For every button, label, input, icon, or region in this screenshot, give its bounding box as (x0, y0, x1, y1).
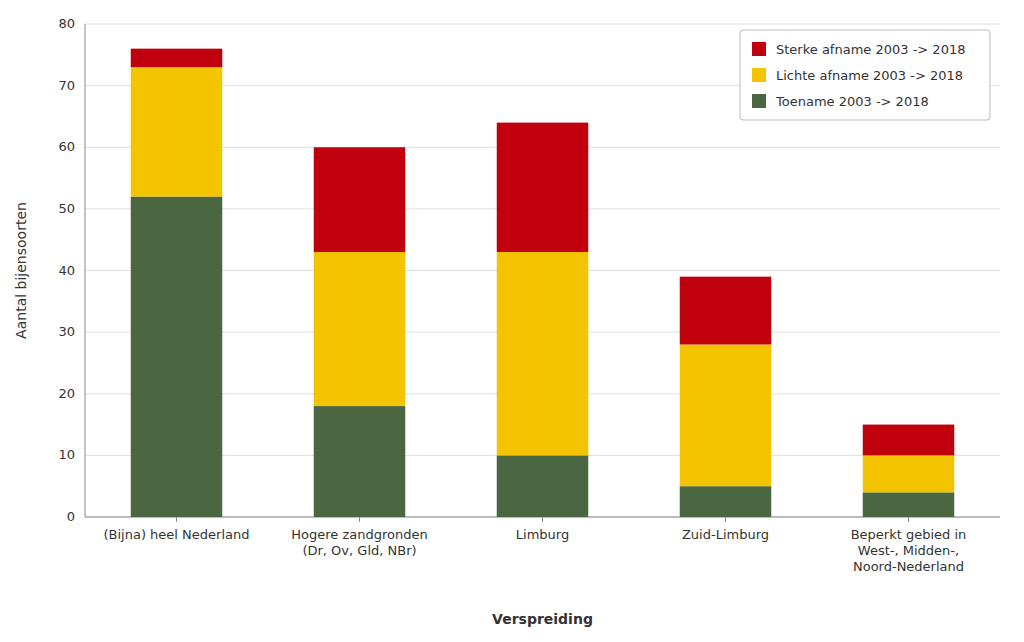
y-tick-label: 20 (58, 386, 75, 401)
y-axis-label: Aantal bijensoorten (13, 202, 29, 339)
bar-segment (131, 197, 223, 517)
x-tick-label-line: (Bijna) heel Nederland (104, 527, 250, 542)
x-tick-label-line: Hogere zandgronden (291, 527, 427, 542)
x-tick-label-line: Beperkt gebied in (851, 527, 967, 542)
bar-segment (863, 455, 955, 492)
chart: 0 10 20 30 40 50 60 70 80 (Bijna) heel Nederland H… (0, 0, 1024, 642)
y-tick-label: 10 (58, 447, 75, 462)
bar-segment (497, 123, 589, 252)
x-tick-label-line: Noord-Nederland (853, 559, 964, 574)
y-tick-label: 30 (58, 324, 75, 339)
x-axis-label: Verspreiding (492, 611, 593, 627)
x-tick-label: Zuid-Limburg (682, 527, 769, 542)
bar-segment (497, 455, 589, 517)
legend-label: Sterke afname 2003 -> 2018 (776, 42, 965, 57)
legend: Sterke afname 2003 -> 2018 Lichte afname … (740, 30, 990, 120)
bar-segment (131, 49, 223, 67)
x-tick (359, 517, 360, 522)
x-tick (725, 517, 726, 522)
bar-segment (314, 147, 406, 252)
x-tick-label-line: (Dr, Ov, Gld, NBr) (302, 543, 416, 558)
bar-segment (497, 252, 589, 455)
y-tick-label: 60 (58, 139, 75, 154)
x-tick-label: Limburg (516, 527, 569, 542)
bar-segment (863, 425, 955, 456)
y-tick-label: 80 (58, 16, 75, 31)
bar-segment (680, 277, 772, 345)
legend-label: Toename 2003 -> 2018 (775, 94, 929, 109)
x-tick-label-line: Limburg (516, 527, 569, 542)
legend-label: Lichte afname 2003 -> 2018 (776, 68, 963, 83)
bar-segment (680, 486, 772, 517)
y-tick-label: 50 (58, 201, 75, 216)
axes: 0 10 20 30 40 50 60 70 80 (Bijna) heel Nederland H… (58, 16, 1000, 574)
y-tick-label: 70 (58, 78, 75, 93)
bar-segment (314, 406, 406, 517)
x-tick-label: Beperkt gebied inWest-, Midden-,Noord-Ne… (851, 527, 967, 574)
legend-swatch (752, 42, 766, 56)
legend-swatch (752, 68, 766, 82)
x-tick (542, 517, 543, 522)
grid (85, 24, 1000, 517)
y-tick-label: 40 (58, 263, 75, 278)
legend-box (740, 30, 990, 120)
legend-swatch (752, 94, 766, 108)
y-tick-label: 0 (67, 509, 75, 524)
y-axis-line (85, 24, 86, 517)
x-tick-label: (Bijna) heel Nederland (104, 527, 250, 542)
bar-segment (314, 252, 406, 406)
bar-segment (131, 67, 223, 196)
x-tick-label-line: West-, Midden-, (858, 543, 959, 558)
x-tick (176, 517, 177, 522)
x-tick-label: Hogere zandgronden(Dr, Ov, Gld, NBr) (291, 527, 427, 558)
grid-line (85, 24, 1000, 25)
x-tick (908, 517, 909, 522)
x-tick-label-line: Zuid-Limburg (682, 527, 769, 542)
bar-segment (863, 492, 955, 517)
bar-segment (680, 344, 772, 486)
